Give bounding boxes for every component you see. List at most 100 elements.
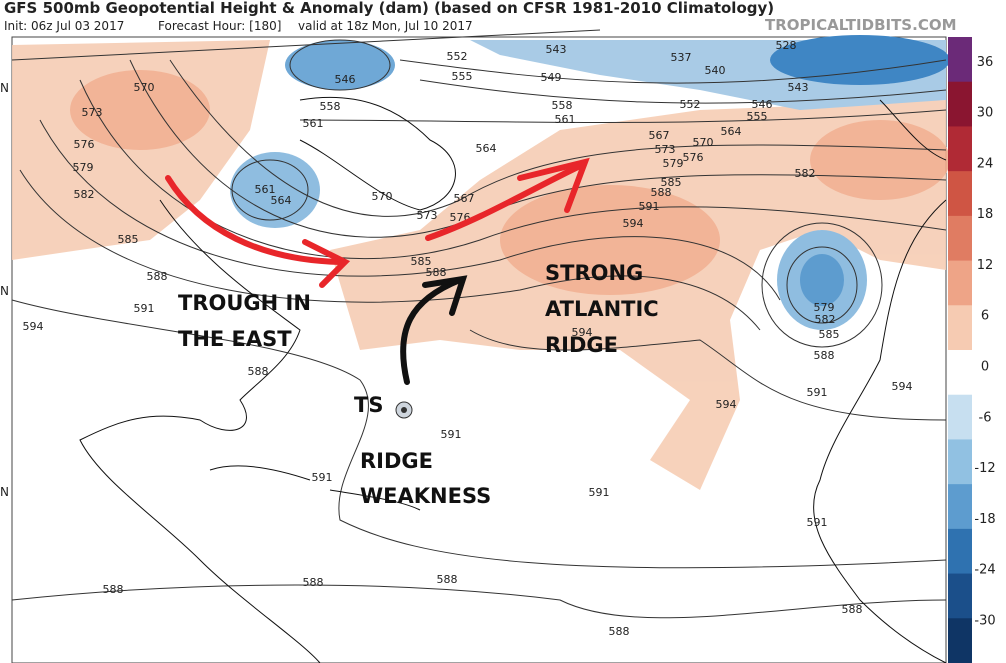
trough-arrow — [165, 175, 343, 265]
colorbar-segment — [948, 37, 972, 83]
ridge-arrowhead — [517, 157, 590, 213]
colorbar-label: 18 — [977, 207, 994, 222]
contour-label: 579 — [814, 301, 835, 314]
contour-label: 543 — [788, 81, 809, 94]
contour-label: 585 — [411, 255, 432, 268]
contour-label: 582 — [74, 188, 95, 201]
colorbar-label: -30 — [974, 613, 995, 628]
contour-label: 540 — [705, 64, 726, 77]
contour-label: 579 — [73, 161, 94, 174]
coastline-africa — [813, 199, 947, 663]
ts-arrow — [400, 277, 463, 385]
header: GFS 500mb Geopotential Height & Anomaly … — [4, 0, 957, 34]
contour — [11, 29, 601, 61]
contour-label: 588 — [651, 186, 672, 199]
contour-label: 588 — [147, 270, 168, 283]
trough-arrowhead — [302, 239, 351, 288]
ts-arrowhead — [422, 275, 468, 316]
forecast-hour: Forecast Hour: [180] — [158, 19, 281, 33]
contour-label: 585 — [661, 176, 682, 189]
contour-label: 588 — [814, 349, 835, 362]
contour-label: 561 — [555, 113, 576, 126]
colorbar-segment — [948, 305, 972, 351]
contour — [39, 119, 781, 301]
colorbar-segment — [948, 439, 972, 485]
colorbar-segment — [948, 394, 972, 440]
contour-label: 591 — [807, 386, 828, 399]
contour-label: 573 — [82, 106, 103, 119]
colorbar-segment — [948, 618, 972, 663]
contour-label: 585 — [118, 233, 139, 246]
contour-label: 591 — [589, 486, 610, 499]
contour — [419, 79, 947, 104]
title: GFS 500mb Geopotential Height & Anomaly … — [4, 0, 774, 17]
annotation: TROUGH IN — [178, 291, 311, 315]
anomaly-atlantic — [330, 100, 946, 490]
coastline-canada — [299, 96, 456, 211]
annotation: ATLANTIC — [545, 297, 659, 321]
colorbar: 36 30 24 18 12 6 0 -6 -12 -18 -24 -30 — [948, 37, 996, 663]
contour-label: 594 — [23, 320, 44, 333]
contour-label: 594 — [716, 398, 737, 411]
contour-label: 564 — [721, 125, 742, 138]
colorbar-label: 12 — [977, 258, 994, 273]
contour-label: 552 — [680, 98, 701, 111]
contour-label: 555 — [452, 70, 473, 83]
contour-label: 570 — [134, 81, 155, 94]
contour-label: 561 — [255, 183, 276, 196]
contour — [299, 109, 947, 123]
contour-label: 558 — [552, 99, 573, 112]
colorbar-label: -24 — [974, 563, 995, 578]
contour — [11, 584, 947, 619]
colorbar-label: -18 — [974, 512, 995, 527]
contour-label: 588 — [103, 583, 124, 596]
contour-label: 570 — [693, 136, 714, 149]
contour-label: 591 — [134, 302, 155, 315]
coastlines — [79, 96, 947, 663]
contour — [469, 329, 947, 421]
contour-label: 558 — [320, 100, 341, 113]
colorbar-label: 30 — [977, 106, 994, 121]
positive-anomaly — [12, 40, 950, 490]
site: TROPICALTIDBITS.COM — [765, 16, 957, 34]
init: Init: 06z Jul 03 2017 — [4, 19, 124, 33]
anomaly-low-canada — [230, 152, 320, 228]
colorbar-label: 6 — [981, 309, 989, 324]
contour-label: 591 — [639, 200, 660, 213]
contour-label: 588 — [426, 266, 447, 279]
contour-label: 576 — [74, 138, 95, 151]
anomaly-low-north — [285, 40, 395, 90]
contour-label: 591 — [312, 471, 333, 484]
contour — [79, 79, 947, 260]
contour-label: 576 — [683, 151, 704, 164]
contour-label: 552 — [447, 50, 468, 63]
contour-label: 588 — [248, 365, 269, 378]
anomaly-east — [810, 120, 950, 200]
colorbar-segment — [948, 81, 972, 127]
contour-label: 570 — [372, 190, 393, 203]
contour-label: 594 — [572, 326, 593, 339]
contour — [11, 299, 947, 569]
colorbar-segment — [948, 171, 972, 217]
annotation: WEAKNESS — [360, 484, 491, 508]
contour — [399, 59, 947, 84]
storm-symbol — [395, 401, 413, 419]
contour — [786, 246, 858, 324]
coastline-americas — [79, 199, 321, 663]
contour — [231, 159, 309, 221]
contour-label: 579 — [663, 157, 684, 170]
colorbar-segment — [948, 573, 972, 619]
anomaly-cutoff-core — [800, 254, 844, 306]
annotation: RIDGE — [360, 449, 433, 473]
contour-label: 555 — [747, 110, 768, 123]
anomaly-nw — [70, 70, 210, 150]
contour-label: 564 — [271, 194, 292, 207]
contour-label: 588 — [609, 625, 630, 638]
colorbar-segment — [948, 260, 972, 306]
annotation: RIDGE — [545, 333, 618, 357]
latitude-label: N — [0, 81, 9, 95]
latitude-labels: N N N — [0, 81, 9, 499]
contour — [761, 222, 883, 348]
